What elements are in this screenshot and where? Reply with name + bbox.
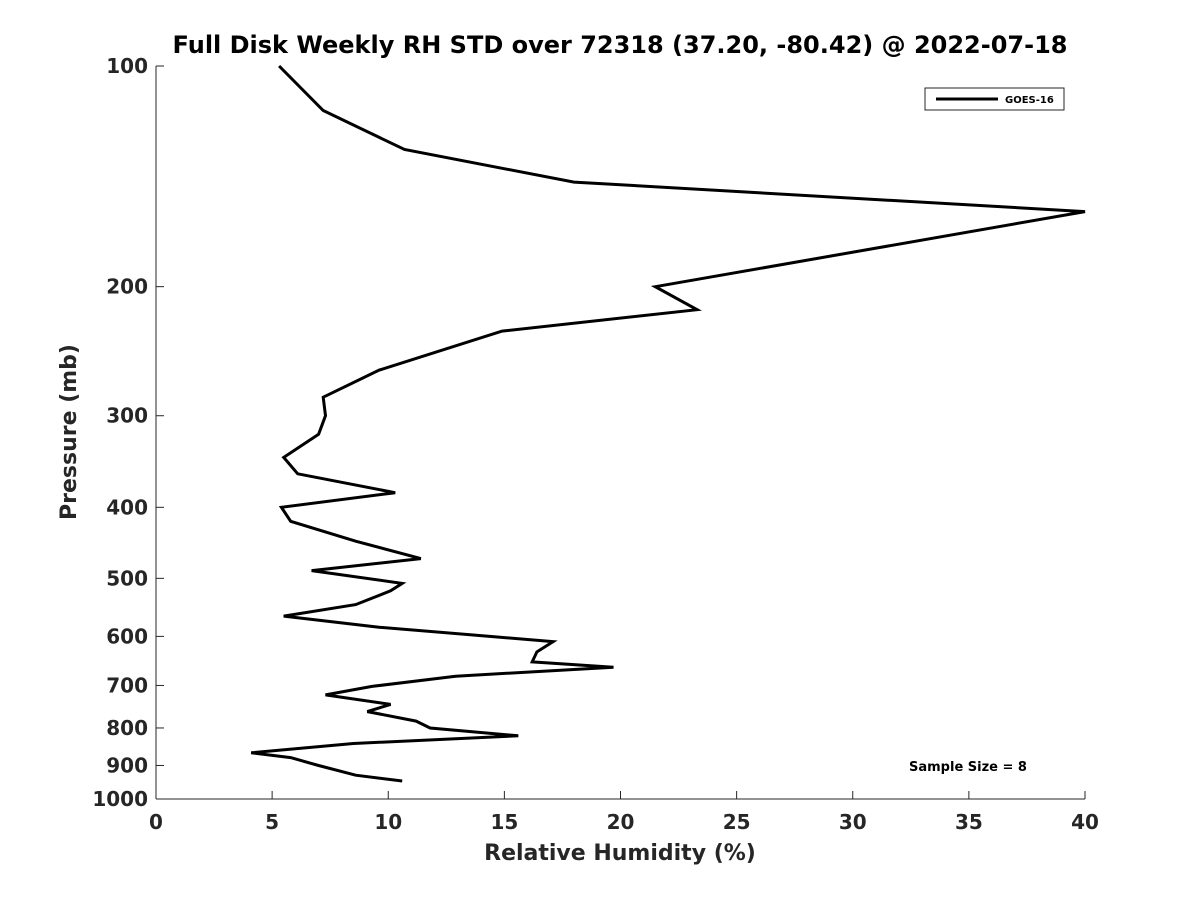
- y-tick-label: 1000: [92, 787, 148, 811]
- x-tick-label: 15: [490, 810, 518, 834]
- y-tick-label: 300: [106, 404, 148, 428]
- y-tick-label: 600: [106, 624, 148, 648]
- sample-size-annotation: Sample Size = 8: [909, 760, 1027, 775]
- legend-label: GOES-16: [1005, 95, 1054, 106]
- x-tick-label: 40: [1071, 810, 1099, 834]
- y-axis-label: Pressure (mb): [57, 344, 82, 520]
- y-tick-label: 900: [106, 753, 148, 777]
- y-tick-label: 500: [106, 566, 148, 590]
- y-tick-label: 400: [106, 495, 148, 519]
- y-tick-label: 200: [106, 275, 148, 299]
- x-tick-label: 5: [265, 810, 279, 834]
- series-layer: [251, 64, 1086, 783]
- legend: GOES-16: [924, 87, 1065, 111]
- x-tick-label: 0: [149, 810, 163, 834]
- x-tick-label: 10: [374, 810, 402, 834]
- y-tick-label: 700: [106, 673, 148, 697]
- chart-title: Full Disk Weekly RH STD over 72318 (37.2…: [173, 31, 1068, 59]
- x-axis-label: Relative Humidity (%): [484, 841, 756, 866]
- axis-ticks: 0 5 10 15 20 25 30 35 40 100 200 300 400 500 600 700 800…: [92, 54, 1099, 834]
- x-tick-label: 20: [607, 810, 635, 834]
- y-tick-label: 100: [106, 54, 148, 78]
- x-tick-label: 25: [723, 810, 751, 834]
- x-tick-label: 35: [955, 810, 983, 834]
- series-line: [251, 64, 1086, 783]
- x-tick-label: 30: [839, 810, 867, 834]
- y-tick-label: 800: [106, 716, 148, 740]
